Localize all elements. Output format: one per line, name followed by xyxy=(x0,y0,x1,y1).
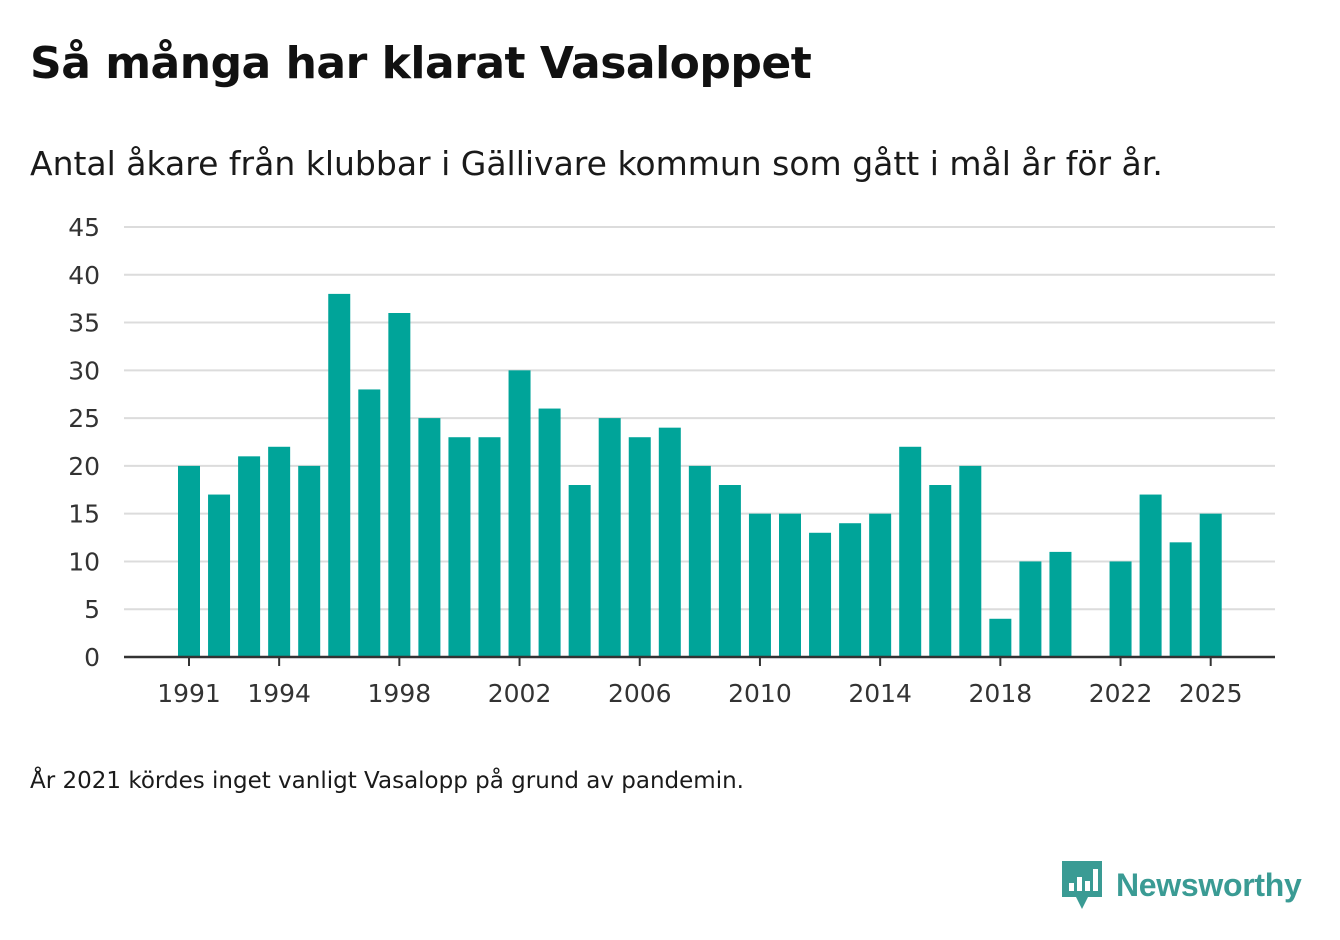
bar-2016 xyxy=(929,485,952,657)
x-tick-label: 2025 xyxy=(1179,679,1243,708)
x-tick-label: 2010 xyxy=(728,679,792,708)
bar-2015 xyxy=(899,446,922,657)
y-tick-label: 35 xyxy=(68,309,100,338)
y-tick-label: 40 xyxy=(68,261,100,290)
bar-2023 xyxy=(1139,494,1162,657)
y-axis-ticks: 0 5 10 15 20 25 30 35 40 45 xyxy=(68,213,100,672)
brand-logo: Newsworthy xyxy=(1060,858,1302,912)
bar-2025 xyxy=(1199,513,1222,657)
y-tick-label: 20 xyxy=(68,452,100,481)
bar-2010 xyxy=(748,513,771,657)
x-axis-ticks: 1991 1994 1998 2002 2006 2010 2014 2018 2022 2025 xyxy=(157,657,1243,708)
bar-2018 xyxy=(989,618,1012,657)
y-tick-label: 0 xyxy=(84,643,100,672)
y-tick-label: 25 xyxy=(68,404,100,433)
y-tick-label: 15 xyxy=(68,500,100,529)
footnote: År 2021 kördes inget vanligt Vasalopp på… xyxy=(30,768,744,794)
bar-2011 xyxy=(779,513,801,657)
bar-1996 xyxy=(328,293,351,657)
y-tick-label: 30 xyxy=(68,356,100,385)
bar-2012 xyxy=(809,532,832,657)
bar-2019 xyxy=(1019,561,1042,657)
x-tick-label: 1994 xyxy=(247,679,311,708)
x-tick-label: 1991 xyxy=(157,679,221,708)
bar-2022 xyxy=(1109,561,1132,657)
bar-2013 xyxy=(839,523,862,657)
x-tick-label: 2022 xyxy=(1089,679,1153,708)
bar-2004 xyxy=(568,485,591,657)
x-tick-label: 1998 xyxy=(368,679,432,708)
bar-2024 xyxy=(1169,542,1192,657)
x-tick-label: 2002 xyxy=(488,679,552,708)
x-tick-label: 2006 xyxy=(608,679,672,708)
bar-1999 xyxy=(418,418,441,657)
bar-2006 xyxy=(628,437,651,657)
bar-1997 xyxy=(358,389,381,657)
bar-1995 xyxy=(298,465,321,657)
bar-2000 xyxy=(448,437,471,657)
bar-2014 xyxy=(869,513,892,657)
bar-2009 xyxy=(718,485,741,657)
y-tick-label: 45 xyxy=(68,213,100,242)
bar-1994 xyxy=(268,446,291,657)
bar-2007 xyxy=(658,427,681,657)
bar-2001 xyxy=(478,437,501,657)
bar-1998 xyxy=(388,313,411,657)
bar-2017 xyxy=(959,465,982,657)
brand-name: Newsworthy xyxy=(1116,866,1302,903)
newsworthy-logo-icon xyxy=(1062,861,1102,909)
chart-subtitle: Antal åkare från klubbar i Gällivare kom… xyxy=(30,144,1163,183)
bar-1991 xyxy=(178,465,200,657)
bar-2005 xyxy=(598,418,621,657)
bar-2020 xyxy=(1049,551,1072,657)
bar-2008 xyxy=(688,465,711,657)
bar-2002 xyxy=(508,370,531,657)
chart-title: Så många har klarat Vasaloppet xyxy=(30,38,812,89)
x-tick-label: 2018 xyxy=(969,679,1033,708)
bars xyxy=(178,293,1222,657)
y-tick-label: 10 xyxy=(68,547,100,576)
bar-1993 xyxy=(238,456,261,657)
bar-1992 xyxy=(208,494,231,657)
x-tick-label: 2014 xyxy=(848,679,912,708)
y-tick-label: 5 xyxy=(84,595,100,624)
bar-2003 xyxy=(538,408,561,657)
